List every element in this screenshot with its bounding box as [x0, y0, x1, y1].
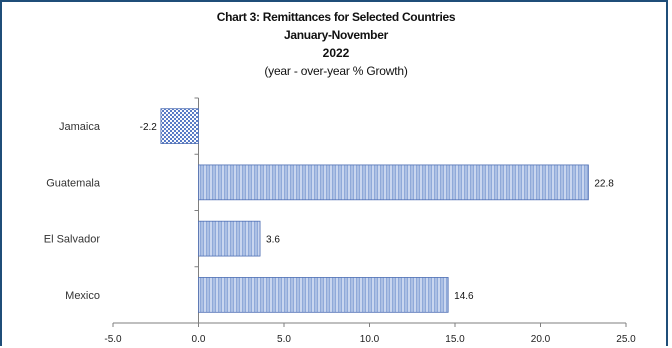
category-label: Guatemala [46, 177, 101, 189]
x-tick-label: 0.0 [192, 334, 206, 345]
bar-jamaica [160, 108, 199, 144]
bar-mexico [198, 277, 449, 313]
x-tick-label: 20.0 [531, 334, 551, 345]
data-label: 14.6 [454, 291, 474, 302]
category-label: Jamaica [59, 121, 101, 133]
x-tick-label: 15.0 [445, 334, 465, 345]
bar-guatemala [198, 164, 589, 201]
chart-subtitle-units: (year - over-year % Growth) [264, 64, 408, 78]
data-label: 22.8 [594, 178, 614, 189]
data-label: 3.6 [266, 235, 280, 246]
x-tick-label: -5.0 [104, 334, 122, 345]
chart-title: Chart 3: Remittances for Selected Countr… [216, 10, 456, 24]
data-label: -2.2 [140, 122, 158, 133]
x-tick-label: 10.0 [360, 334, 380, 345]
category-label: El Salvador [44, 234, 101, 246]
chart-subtitle-year: 2022 [322, 46, 350, 60]
category-label: Mexico [65, 290, 100, 302]
x-tick-label: 25.0 [616, 334, 636, 345]
chart-subtitle-period: January-November [284, 28, 388, 42]
bar-el-salvador [198, 220, 261, 257]
x-tick-label: 5.0 [277, 334, 291, 345]
